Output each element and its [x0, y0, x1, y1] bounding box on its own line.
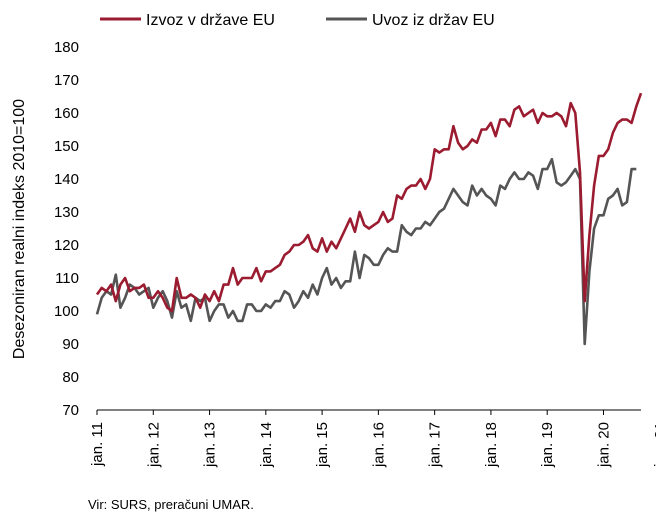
- series-line-uvoz: [95, 157, 637, 346]
- y-tick-label: 160: [54, 105, 79, 122]
- series-layer: [95, 92, 643, 346]
- x-tick-label: jan. 18: [483, 422, 500, 468]
- y-tick-label: 80: [62, 369, 79, 386]
- x-tick-label: jan. 13: [202, 422, 219, 468]
- y-tick-label: 110: [55, 270, 79, 287]
- y-tick-label: 100: [54, 303, 79, 320]
- x-tick-label: jan. 16: [370, 422, 387, 468]
- x-tick-label: jan. 11: [89, 422, 106, 467]
- legend-label-izvoz: Izvoz v države EU: [146, 12, 275, 29]
- y-tick-label: 170: [54, 72, 79, 89]
- x-tick-label: jan. 19: [539, 422, 556, 468]
- y-tick-label: 130: [54, 204, 79, 221]
- y-tick-label: 90: [62, 336, 79, 353]
- y-tick-label: 70: [62, 402, 79, 419]
- x-tick-label: jan. 14: [258, 422, 275, 468]
- y-tick-label: 120: [54, 237, 79, 254]
- legend: Izvoz v države EU Uvoz iz držav EU: [100, 12, 495, 29]
- x-tick-label: jan. 15: [314, 422, 331, 468]
- x-tick-label: jan. 20: [595, 422, 612, 468]
- y-axis: 70 80 90 100 110 120 130 140 150 160 170 180: [54, 39, 79, 419]
- y-tick-label: 180: [54, 39, 79, 56]
- x-tick-label: jan. 12: [145, 422, 162, 468]
- x-tick-label: jan. 21: [652, 422, 656, 468]
- x-tick-label: jan. 17: [427, 422, 444, 468]
- x-axis: jan. 11 jan. 12 jan. 13 jan. 14 jan. 15 jan. …: [89, 409, 656, 468]
- series-line-izvoz: [95, 92, 643, 313]
- y-axis-title: Desezoniran realni indeks 2010=100: [11, 99, 28, 359]
- y-tick-label: 140: [54, 171, 79, 188]
- source-note: Vir: SURS, preračuni UMAR.: [88, 497, 254, 512]
- legend-label-uvoz: Uvoz iz držav EU: [372, 12, 495, 29]
- y-tick-label: 150: [54, 138, 79, 155]
